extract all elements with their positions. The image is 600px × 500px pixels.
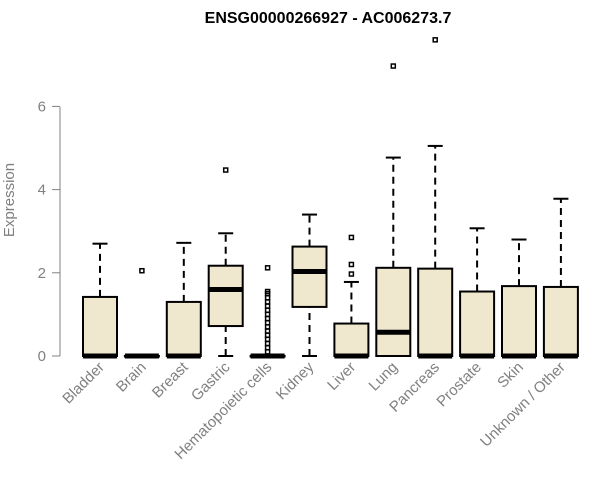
- outlier-point: [264, 307, 271, 313]
- chart-title: ENSG00000266927 - AC006273.7: [205, 10, 452, 27]
- outlier-point: [264, 315, 271, 322]
- box-pancreas: [417, 37, 454, 359]
- box-liver: [333, 234, 370, 359]
- outlier-point: [222, 167, 229, 173]
- x-tick-label-lung: Lung: [366, 359, 402, 395]
- outlier-point: [390, 63, 397, 69]
- y-tick-label-0: 0: [38, 348, 46, 365]
- box-breast: [165, 241, 202, 359]
- outlier-point: [348, 261, 355, 268]
- outlier-point: [264, 319, 271, 326]
- outlier-point: [264, 299, 271, 305]
- box-bladder: [82, 242, 118, 359]
- box-iqr: [165, 300, 202, 358]
- outlier-point: [264, 332, 271, 338]
- box-iqr: [459, 290, 496, 357]
- outlier-point: [264, 340, 271, 347]
- y-tick-label-6: 6: [38, 98, 46, 115]
- box-iqr: [333, 322, 370, 357]
- y-tick-label-4: 4: [38, 182, 46, 199]
- x-tick-label-skin: Skin: [494, 359, 527, 392]
- outlier-point: [264, 336, 271, 343]
- x-tick-label-bladder: Bladder: [59, 359, 108, 408]
- outlier-point: [348, 271, 355, 277]
- x-tick-label-prostate: Prostate: [433, 359, 485, 411]
- box-prostate: [459, 227, 496, 359]
- box-lung: [375, 63, 412, 358]
- box-unknown-other: [542, 197, 579, 359]
- box-iqr: [375, 266, 412, 358]
- box-iqr: [542, 285, 579, 357]
- box-hematopoietic-cells: [249, 265, 286, 359]
- y-axis-label: Expression: [1, 163, 18, 237]
- outlier-point: [264, 311, 271, 318]
- box-brain: [123, 267, 160, 359]
- outlier-point: [264, 303, 271, 309]
- box-kidney: [291, 213, 328, 357]
- outlier-point: [264, 295, 271, 301]
- x-tick-label-kidney: Kidney: [273, 358, 318, 403]
- y-axis-ticks: 0 2 4 6: [38, 98, 60, 365]
- box-iqr: [291, 245, 328, 308]
- box-series: [82, 37, 579, 359]
- x-tick-label-brain: Brain: [113, 359, 150, 396]
- box-iqr: [501, 285, 537, 357]
- box-iqr: [417, 267, 454, 358]
- box-iqr: [207, 264, 244, 328]
- outlier-point: [264, 324, 271, 330]
- outlier-point: [264, 288, 271, 295]
- outlier-point: [264, 265, 271, 271]
- outlier-point: [264, 344, 271, 351]
- outlier-point: [139, 267, 145, 274]
- outlier-point: [264, 328, 271, 334]
- box-gastric: [207, 167, 244, 357]
- outlier-point: [432, 37, 438, 43]
- outlier-point: [348, 234, 355, 241]
- box-iqr: [82, 295, 118, 358]
- x-tick-label-liver: Liver: [324, 359, 359, 394]
- x-tick-label-breast: Breast: [149, 358, 192, 401]
- box-skin: [501, 238, 537, 359]
- y-tick-label-2: 2: [38, 265, 46, 282]
- outlier-point: [264, 349, 271, 355]
